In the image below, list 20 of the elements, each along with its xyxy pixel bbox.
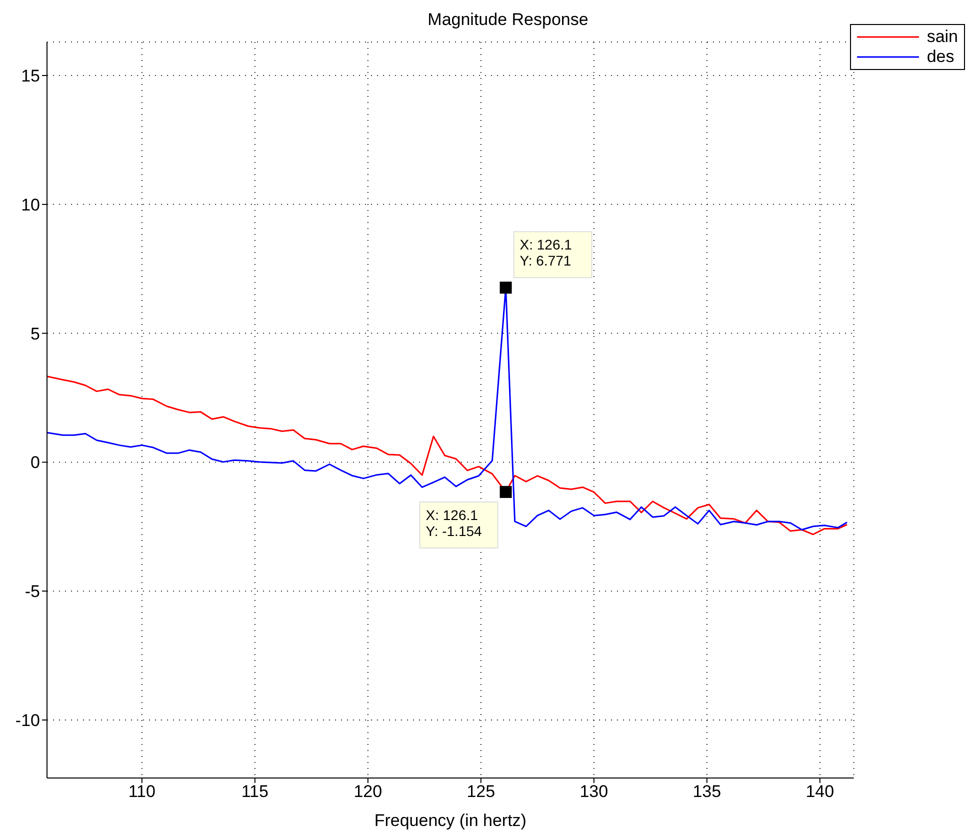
x-tick-label: 110 [128, 782, 156, 802]
y-tick-label: -5 [24, 582, 40, 602]
annotation: X: 126.1 Y: 6.771 [520, 236, 572, 269]
x-tick-label: 125 [466, 782, 496, 802]
x-tick-label: 115 [241, 782, 268, 802]
y-tick-label: 0 [30, 453, 40, 472]
line-series [47, 376, 848, 536]
y-tick-label: 15 [21, 66, 40, 86]
y-tick-label: -10 [15, 711, 40, 730]
y-tick-label: 10 [21, 195, 40, 214]
y-tick-label: 5 [30, 324, 40, 344]
x-axis-title: Frequency (in hertz) [374, 811, 526, 830]
x-tick-label: 135 [692, 782, 722, 802]
x-tick-label: 120 [354, 782, 382, 802]
legend-label: sain [926, 27, 958, 47]
x-tick-label: 130 [580, 782, 608, 802]
chart-title: Magnitude Response [428, 10, 588, 29]
legend-label: des [926, 47, 954, 67]
x-tick-label: 140 [806, 782, 834, 802]
annotation: X: 126.1 Y: -1.154 [426, 506, 482, 539]
